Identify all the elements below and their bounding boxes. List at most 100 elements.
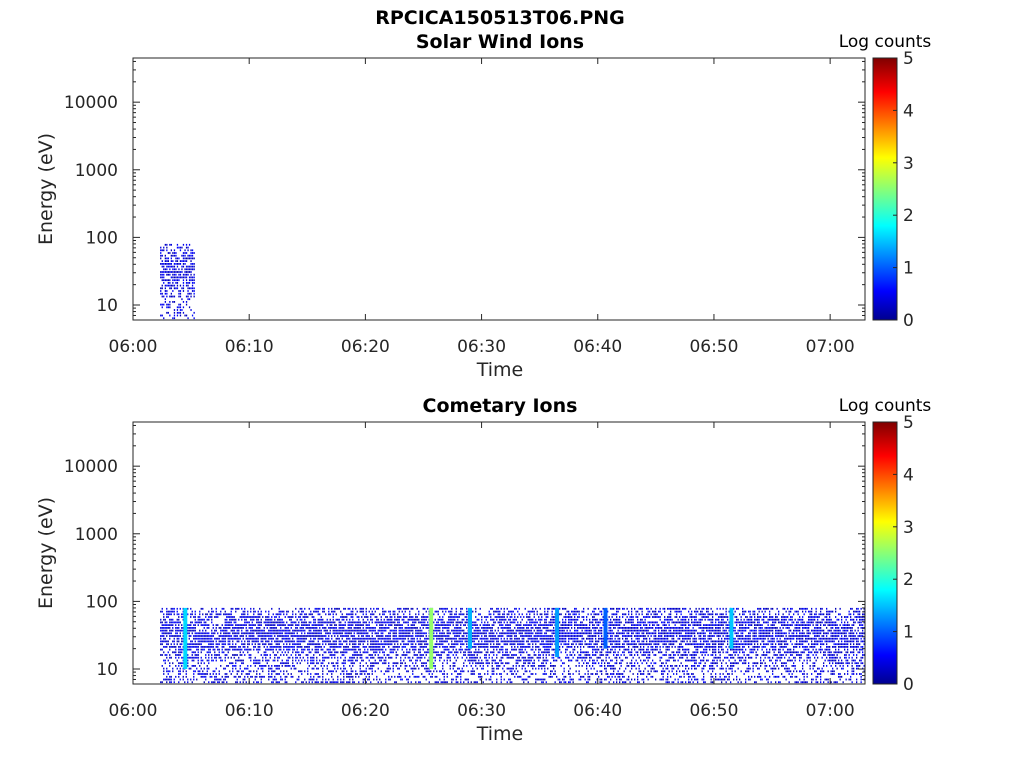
spectrogram-cell [446,681,448,684]
spectrogram-cell [536,629,538,632]
spectrogram-cell [349,637,351,640]
spectrogram-cell [163,618,165,621]
spectrogram-cell [544,667,546,670]
spectrogram-cell [458,616,460,618]
spectrogram-cell [338,637,340,640]
spectrogram-cell [332,618,334,621]
spectrogram-cell [544,607,546,610]
spectrogram-cell [208,635,210,637]
spectrogram-cell [164,659,166,662]
spectrogram-cell [238,637,240,640]
spectrogram-cell [179,260,182,262]
spectrogram-cell [224,673,226,675]
spectrogram-cell [160,643,162,646]
spectrogram-cell [394,610,396,613]
spectrogram-cell [230,629,232,632]
spectrogram-cell [410,629,412,632]
spectrogram-cell [217,643,219,646]
spectrogram-cell [215,613,217,616]
spectrogram-cell [218,656,220,659]
spectrogram-cell [191,654,193,656]
spectrogram-cell [350,632,352,635]
spectrogram-cell [202,670,204,673]
spectrogram-cell [377,640,379,643]
spectrogram-cell [305,627,307,629]
spectrogram-cell [449,656,451,659]
spectrogram-cell [353,627,355,629]
spectrogram-cell [164,243,166,246]
spectrogram-cell [593,613,595,616]
spectrogram-cell [448,637,450,640]
spectrogram-cell [254,637,256,640]
spectrogram-cell [239,665,241,667]
spectrogram-cell [379,643,381,646]
spectrogram-cell [565,648,567,651]
spectrogram-cell [295,681,297,684]
spectrogram-cell [265,610,267,613]
spectrogram-cell [251,632,253,635]
spectrogram-cell [181,260,183,262]
spectrogram-cell [179,673,181,675]
spectrogram-cell [245,616,247,618]
spectrogram-cell [163,265,165,268]
spectrogram-cell [163,627,165,629]
spectrogram-cell [514,613,516,616]
spectrogram-cell [172,295,174,298]
spectrogram-cell [419,629,421,632]
spectrogram-cell [380,624,382,626]
spectrogram-cell [232,629,234,632]
spectrogram-cell [259,635,261,637]
spectrogram-cell [170,254,172,257]
spectrogram-cell [170,257,172,260]
spectrogram-cell [286,662,288,665]
spectrogram-cell [532,610,534,613]
spectrogram-cell [166,249,168,252]
spectrogram-cell [314,624,316,626]
spectrogram-cell [284,640,286,643]
spectrogram-cell [214,616,216,618]
spectrogram-cell [160,640,162,643]
spectrogram-cell [326,629,328,632]
spectrogram-cell [371,656,373,659]
spectrogram-cell [161,249,163,252]
spectrogram-cell [281,624,283,626]
spectrogram-cell [269,618,271,621]
spectrogram-cell [260,640,262,643]
spectrogram-cell [578,640,580,643]
spectrogram-cell [395,681,397,684]
spectrogram-cell [329,643,331,646]
spectrogram-cell [452,621,454,624]
spectrogram-cell [257,629,259,632]
spectrogram-cell [401,629,403,632]
spectrogram-cell [194,616,196,618]
spectrogram-cell [538,656,540,659]
spectrogram-cell [175,624,177,626]
spectrogram-cell [173,268,176,271]
spectrogram-cell [200,662,202,665]
spectrogram-cell [298,643,300,646]
spectrogram-cell [523,659,525,662]
spectrogram-cell [206,659,208,662]
spectrogram-cell [352,635,354,637]
spectrogram-cell [451,621,453,624]
spectrogram-cell [473,670,475,673]
spectrogram-cell [248,621,250,624]
spectrogram-cell [451,678,453,681]
spectrogram-cell [301,627,303,629]
spectrogram-cell [506,640,508,643]
spectrogram-cell [379,613,381,616]
spectrogram-cell [385,616,387,618]
spectrogram-cell [329,681,331,684]
spectrogram-cell [349,632,351,635]
spectrogram-cell [214,656,216,659]
spectrogram-cell [317,632,319,635]
spectrogram-cell [526,627,528,629]
spectrogram-cell [386,618,388,621]
spectrogram-cell [178,640,180,643]
spectrogram-cell [529,610,531,613]
spectrogram-cell [497,643,499,646]
spectrogram-cell [568,673,570,675]
spectrogram-cell [536,640,538,643]
spectrogram-cell [169,271,171,273]
spectrogram-cell [254,675,256,678]
